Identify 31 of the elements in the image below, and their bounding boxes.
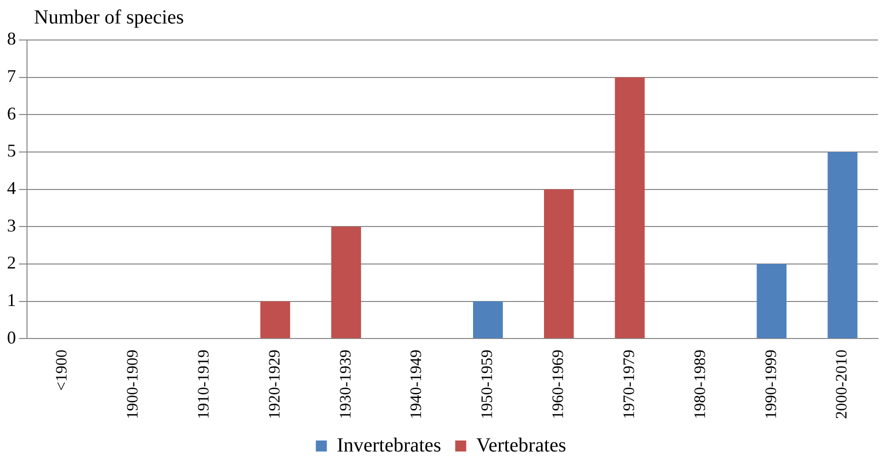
bar [828,152,858,338]
x-tick-label: 1900-1909 [124,350,142,419]
x-tick-label: 1940-1949 [408,350,426,419]
y-tick-label: 6 [7,103,16,124]
y-tick-label: 3 [7,215,16,236]
x-tick-label: 1920-1929 [266,350,284,419]
y-tick-label: 1 [7,290,16,310]
x-tick-label: 1990-1999 [762,350,780,419]
y-tick-label: 7 [7,66,16,86]
y-tick-label: 2 [7,252,16,273]
y-tick-label: 0 [7,327,16,348]
x-tick-label: 1970-1979 [620,350,638,419]
y-axis-title: Number of species [34,6,184,28]
bar [260,301,290,338]
x-tick-label: 1910-1919 [195,350,212,419]
bar [614,77,645,338]
y-tick-label: 5 [7,140,16,161]
legend-label: Invertebrates [336,434,442,456]
x-tick-label: 1980-1989 [692,350,709,419]
y-tick-label: 8 [7,28,16,49]
bar [756,264,787,338]
x-tick-label: <1900 [54,350,71,391]
y-tick-label: 4 [7,178,16,198]
x-tick-label: 1930-1939 [337,350,354,419]
bar [473,301,503,338]
x-tick-label: 2000-2010 [834,350,851,419]
x-tick-label: 1950-1959 [479,350,496,419]
x-tick-label: 1960-1969 [550,350,568,419]
legend-label: Vertebrates [476,434,566,456]
bar [544,189,574,338]
bar [331,226,362,338]
